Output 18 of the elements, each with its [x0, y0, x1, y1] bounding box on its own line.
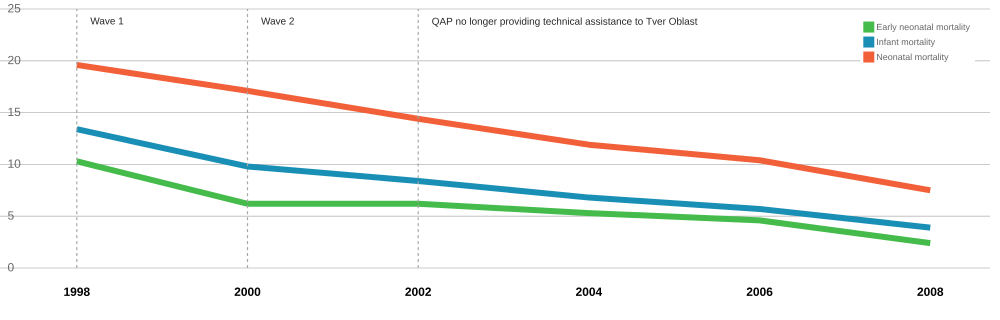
- x-tick-label: 2002: [405, 288, 432, 296]
- legend-label: Neonatal mortality: [877, 54, 949, 62]
- x-tick-label: 2000: [234, 288, 260, 296]
- y-tick-label: 20: [8, 56, 20, 64]
- x-tick-label: 1998: [64, 288, 90, 296]
- y-tick-label: 5: [8, 211, 14, 220]
- y-tick-label: 10: [8, 159, 20, 168]
- ref-line-label: QAP no longer providing technical assistance to Tver Oblast: [432, 18, 698, 27]
- x-tick-label: 2004: [576, 288, 602, 296]
- y-tick-label: 25: [8, 4, 20, 12]
- legend-label: Early neonatal mortality: [877, 24, 970, 32]
- y-tick-label: 15: [8, 108, 20, 116]
- y-tick-label: 0: [8, 263, 14, 272]
- ref-line-label: Wave 2: [261, 18, 294, 25]
- x-tick-label: 2008: [917, 288, 944, 296]
- ref-line-label: Wave 1: [90, 18, 124, 24]
- x-tick-label: 2006: [746, 288, 772, 296]
- legend-label: Infant mortality: [877, 38, 936, 47]
